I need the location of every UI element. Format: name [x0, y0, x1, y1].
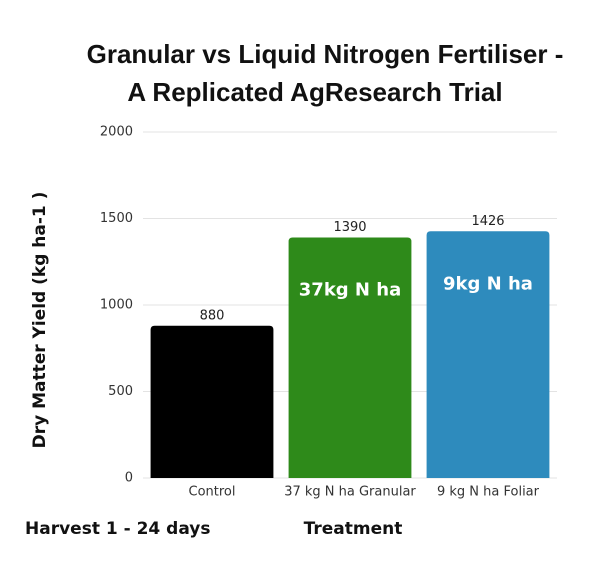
value-label: 1426 [471, 214, 504, 229]
bar-annotation: 37kg N ha [299, 280, 401, 301]
value-label: 880 [200, 308, 225, 323]
x-axis-label: Treatment [304, 519, 403, 539]
chart-title: A Replicated AgResearch Trial [127, 77, 502, 107]
bar [150, 325, 274, 478]
x-tick-label: 37 kg N ha Granular [284, 485, 416, 500]
footnote: Harvest 1 - 24 days [25, 519, 210, 539]
bar-annotation: 9kg N ha [443, 273, 533, 294]
bar [288, 237, 412, 478]
y-tick-label: 1500 [100, 211, 133, 226]
x-tick-label: Control [189, 485, 236, 500]
y-tick-label: 500 [108, 384, 133, 399]
bar [426, 231, 550, 478]
x-tick-label: 9 kg N ha Foliar [437, 485, 540, 500]
y-tick-label: 0 [125, 471, 133, 486]
chart-title: Granular vs Liquid Nitrogen Fertiliser - [87, 39, 564, 69]
value-label: 1390 [333, 220, 366, 235]
y-tick-label: 1000 [100, 298, 133, 313]
y-axis-label: Dry Matter Yield (kg ha-1 ) [30, 192, 50, 449]
y-tick-label: 2000 [100, 125, 133, 140]
